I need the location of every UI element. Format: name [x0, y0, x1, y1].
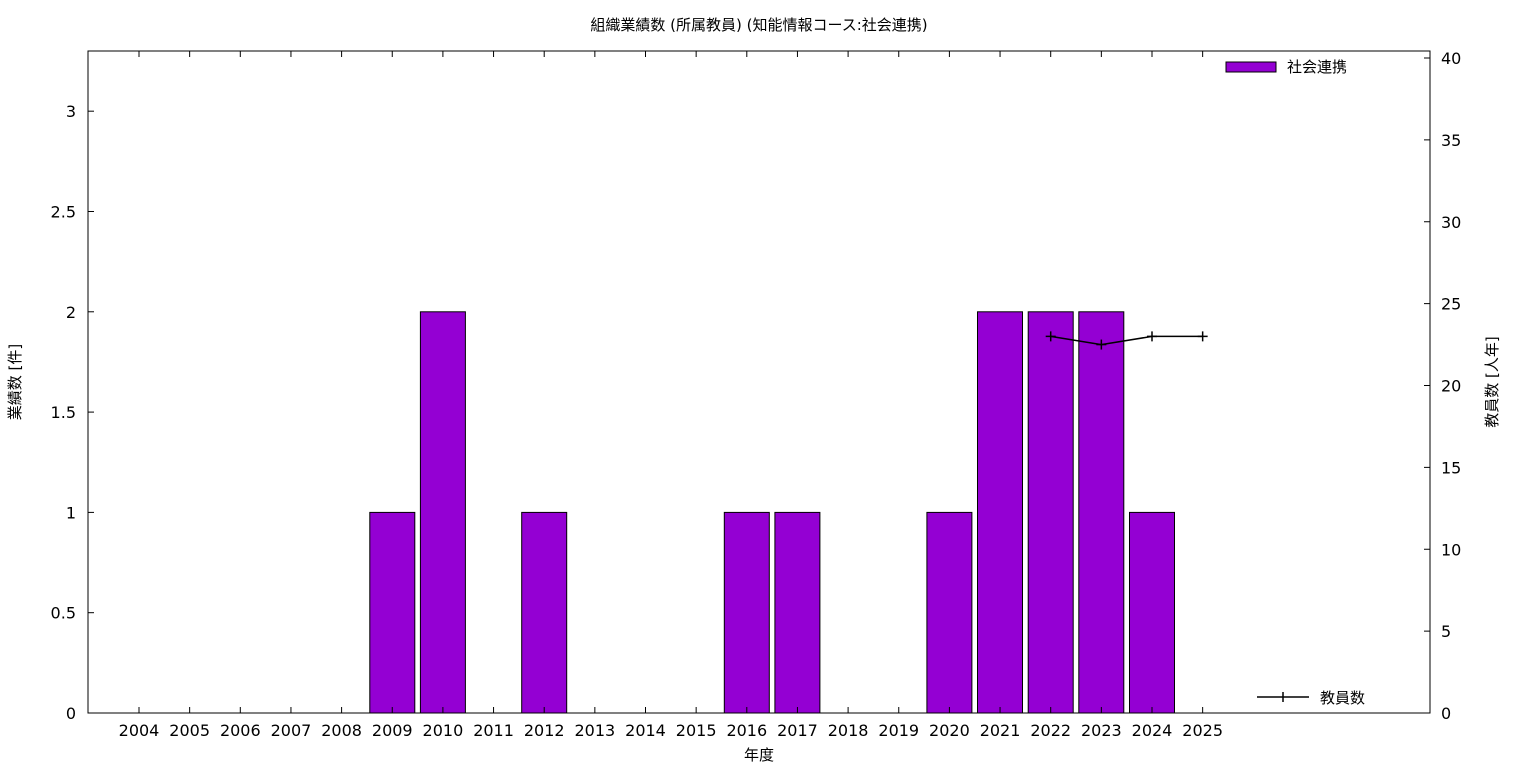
- x-tick-label: 2021: [980, 721, 1021, 740]
- y-ticks: 0 0.5 1 1.5 2 2.5 3: [51, 102, 94, 723]
- bar-2023: [1078, 311, 1125, 714]
- y-tick-label: 2: [66, 303, 76, 322]
- x-tick-label: 2011: [473, 721, 514, 740]
- y-tick-label: 2.5: [51, 202, 76, 221]
- bar-2022: [1027, 311, 1074, 714]
- bar-2017: [774, 511, 821, 714]
- line-point-2022: [1045, 331, 1056, 342]
- y-tick-label: 3: [66, 102, 76, 121]
- x-axis-label: 年度: [744, 746, 774, 764]
- y-tick-label: 0.5: [51, 604, 76, 623]
- y-tick-label: 0: [66, 704, 76, 723]
- y2-tick-label: 40: [1441, 49, 1461, 68]
- x-tick-label: 2019: [878, 721, 919, 740]
- x-tick-label: 2017: [777, 721, 818, 740]
- x-tick-label: 2014: [625, 721, 666, 740]
- x-tick-label: 2018: [828, 721, 869, 740]
- y2-tick-label: 35: [1441, 131, 1461, 150]
- legend-label-line: 教員数: [1320, 689, 1365, 707]
- y-tick-label: 1: [66, 503, 76, 522]
- x-tick-label: 2012: [524, 721, 565, 740]
- x-tick-label: 2005: [169, 721, 210, 740]
- y2-tick-label: 15: [1441, 458, 1461, 477]
- x-tick-label: 2023: [1081, 721, 1122, 740]
- x-tick-label: 2007: [271, 721, 312, 740]
- x-tick-label: 2020: [929, 721, 970, 740]
- y2-tick-label: 30: [1441, 213, 1461, 232]
- x-tick-label: 2006: [220, 721, 261, 740]
- x-tick-label: 2025: [1182, 721, 1223, 740]
- legend-swatch-bars: [1225, 61, 1277, 73]
- y2-tick-label: 0: [1441, 704, 1451, 723]
- y-tick-label: 1.5: [51, 403, 76, 422]
- bar-2020: [926, 511, 973, 714]
- y2-axis-label: 教員数 [人年]: [1483, 336, 1501, 427]
- legend: 社会連携 教員数: [1225, 58, 1365, 707]
- bar-2021: [977, 311, 1023, 714]
- y-axis-label: 業績数 [件]: [6, 344, 24, 420]
- x-tick-label: 2015: [676, 721, 717, 740]
- line-point-2024: [1147, 331, 1157, 342]
- chart-title: 組織業績数 (所属教員) (知能情報コース:社会連携): [590, 16, 927, 34]
- line-layer: [1045, 331, 1208, 350]
- x-tick-label: 2024: [1132, 721, 1173, 740]
- x-ticks: 2004 2005 2006 2007 2008 2009 2010 2011 2012 2013…: [119, 51, 1223, 740]
- x-tick-label: 2008: [321, 721, 362, 740]
- y2-tick-label: 5: [1441, 622, 1451, 641]
- line-point-2025: [1197, 331, 1208, 342]
- x-tick-label: 2010: [423, 721, 464, 740]
- bar-2012: [521, 511, 568, 714]
- y2-ticks: 0 5 10 15 20 25 30 35 40: [1424, 49, 1461, 723]
- x-tick-label: 2004: [119, 721, 160, 740]
- bar-2024: [1129, 511, 1175, 714]
- legend-label-bars: 社会連携: [1287, 58, 1347, 76]
- x-tick-label: 2013: [574, 721, 615, 740]
- y2-tick-label: 25: [1441, 295, 1461, 314]
- y2-tick-label: 20: [1441, 377, 1461, 396]
- bar-2016: [723, 511, 770, 714]
- bar-2010: [419, 311, 466, 714]
- y2-tick-label: 10: [1441, 540, 1461, 559]
- x-tick-label: 2009: [372, 721, 413, 740]
- bar-2009: [369, 511, 416, 714]
- bars-layer: [369, 311, 1175, 714]
- line-series-teachers: [1050, 335, 1203, 346]
- x-tick-label: 2022: [1030, 721, 1071, 740]
- line-point-2023: [1096, 339, 1107, 350]
- x-tick-label: 2016: [726, 721, 767, 740]
